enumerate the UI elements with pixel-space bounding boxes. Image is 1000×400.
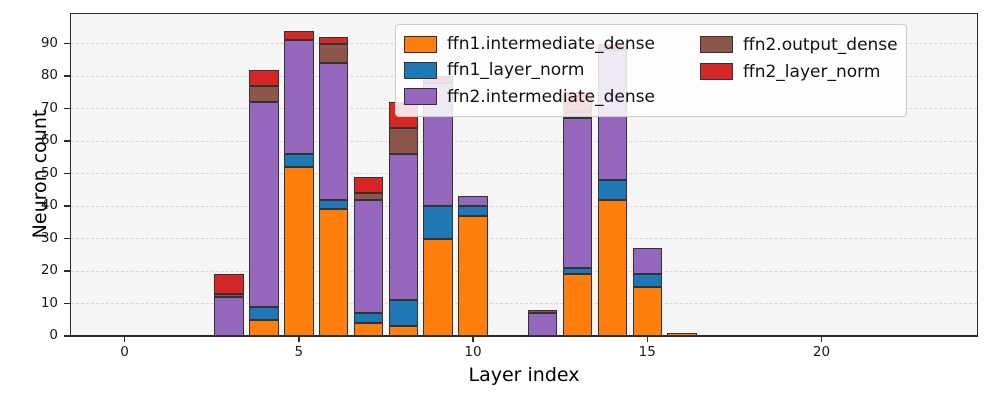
bar-segment	[353, 199, 384, 314]
legend: ffn1.intermediate_dense ffn1_layer_norm ff…	[395, 24, 907, 117]
gridline-y-40	[71, 205, 977, 207]
bar-segment	[632, 248, 662, 275]
y-tick-label: 70	[40, 99, 58, 116]
bar-segment	[318, 63, 349, 200]
bar-segment	[353, 193, 384, 200]
x-tick-label: 10	[464, 344, 482, 360]
bar-segment	[353, 323, 384, 336]
bar-segment	[562, 118, 593, 268]
legend-column: ffn2.output_dense ffn2_layer_norm	[700, 31, 898, 110]
gridline-y-30	[71, 238, 977, 239]
legend-swatch-icon	[700, 36, 733, 53]
y-tick-mark	[64, 140, 70, 142]
legend-swatch-icon	[404, 88, 437, 106]
bar-segment	[562, 267, 593, 275]
bar-segment	[388, 326, 419, 336]
x-tick-mark	[820, 337, 823, 342]
x-tick-label: 15	[638, 344, 656, 360]
bar-segment	[249, 69, 279, 86]
bar-segment	[632, 287, 662, 336]
y-tick-label: 60	[40, 132, 58, 148]
bar-segment	[527, 310, 558, 314]
bar-segment	[284, 30, 314, 41]
x-tick-label: 20	[812, 344, 831, 360]
bar-segment	[458, 215, 488, 336]
bar-segment	[318, 199, 349, 210]
y-tick-label: 90	[40, 34, 58, 51]
bar-segment	[423, 206, 453, 239]
bar-segment	[214, 274, 244, 294]
legend-label: ffn2.intermediate_dense	[447, 86, 655, 107]
gridline-y-60	[71, 140, 977, 142]
y-tick-mark	[64, 302, 70, 305]
x-axis-label: Layer index	[468, 364, 580, 386]
y-tick-mark	[64, 335, 70, 337]
bar-segment	[597, 199, 628, 336]
bar-segment	[353, 176, 384, 193]
legend-label: ffn1.intermediate_dense	[447, 34, 655, 55]
bar-segment	[318, 43, 349, 63]
y-tick-label: 0	[49, 327, 58, 343]
bar-segment	[423, 238, 453, 336]
bar-segment	[353, 313, 384, 323]
x-tick-mark	[646, 337, 648, 342]
legend-label: ffn2_layer_norm	[743, 61, 881, 82]
legend-item: ffn2_layer_norm	[700, 58, 898, 85]
bar-segment	[249, 306, 279, 320]
legend-swatch-icon	[404, 61, 437, 79]
x-tick-label: 0	[120, 344, 129, 360]
bar-segment	[249, 85, 279, 102]
gridline-y-10	[71, 303, 977, 304]
legend-label: ffn2.output_dense	[743, 34, 898, 55]
bar-segment	[527, 313, 558, 336]
y-tick-mark	[64, 42, 70, 45]
legend-item: ffn2.output_dense	[700, 31, 898, 58]
x-tick-mark	[123, 337, 126, 342]
legend-label: ffn1_layer_norm	[447, 60, 585, 81]
x-tick-label: 5	[294, 344, 304, 360]
y-tick-label: 10	[40, 294, 58, 311]
bar-segment	[562, 274, 593, 336]
bar-segment	[214, 297, 244, 336]
y-tick-label: 20	[40, 262, 58, 278]
legend-item: ffn1_layer_norm	[404, 57, 700, 83]
gridline-y-50	[71, 173, 977, 174]
bar-segment	[249, 102, 279, 307]
bar-segment	[458, 206, 488, 216]
bar-segment	[214, 293, 244, 297]
legend-swatch-icon	[700, 63, 733, 80]
bar-segment	[388, 154, 419, 301]
bar-segment	[284, 167, 314, 336]
y-tick-mark	[64, 205, 70, 207]
y-tick-mark	[64, 270, 70, 272]
bar-segment	[284, 154, 314, 167]
legend-swatch-icon	[404, 35, 437, 53]
bar-segment	[284, 40, 314, 154]
bar-segment	[318, 209, 349, 336]
bar-segment	[388, 128, 419, 154]
y-tick-label: 80	[40, 67, 58, 83]
x-tick-mark	[298, 337, 300, 342]
legend-item: ffn2.intermediate_dense	[404, 84, 700, 110]
bar-segment	[632, 274, 662, 288]
bar-segment	[388, 300, 419, 327]
y-tick-mark	[64, 237, 70, 240]
x-tick-mark	[472, 337, 474, 342]
gridline-y-20	[71, 270, 977, 272]
y-tick-mark	[64, 172, 70, 175]
bar-segment	[318, 37, 349, 44]
y-tick-label: 40	[40, 197, 58, 213]
y-tick-mark	[64, 107, 70, 110]
y-tick-mark	[64, 75, 70, 77]
bar-segment	[458, 196, 488, 206]
legend-item: ffn1.intermediate_dense	[404, 31, 700, 57]
bar-segment	[667, 332, 697, 336]
bar-segment	[597, 180, 628, 200]
y-tick-label: 30	[40, 229, 58, 246]
y-tick-label: 50	[40, 164, 58, 181]
bar-segment	[249, 319, 279, 336]
